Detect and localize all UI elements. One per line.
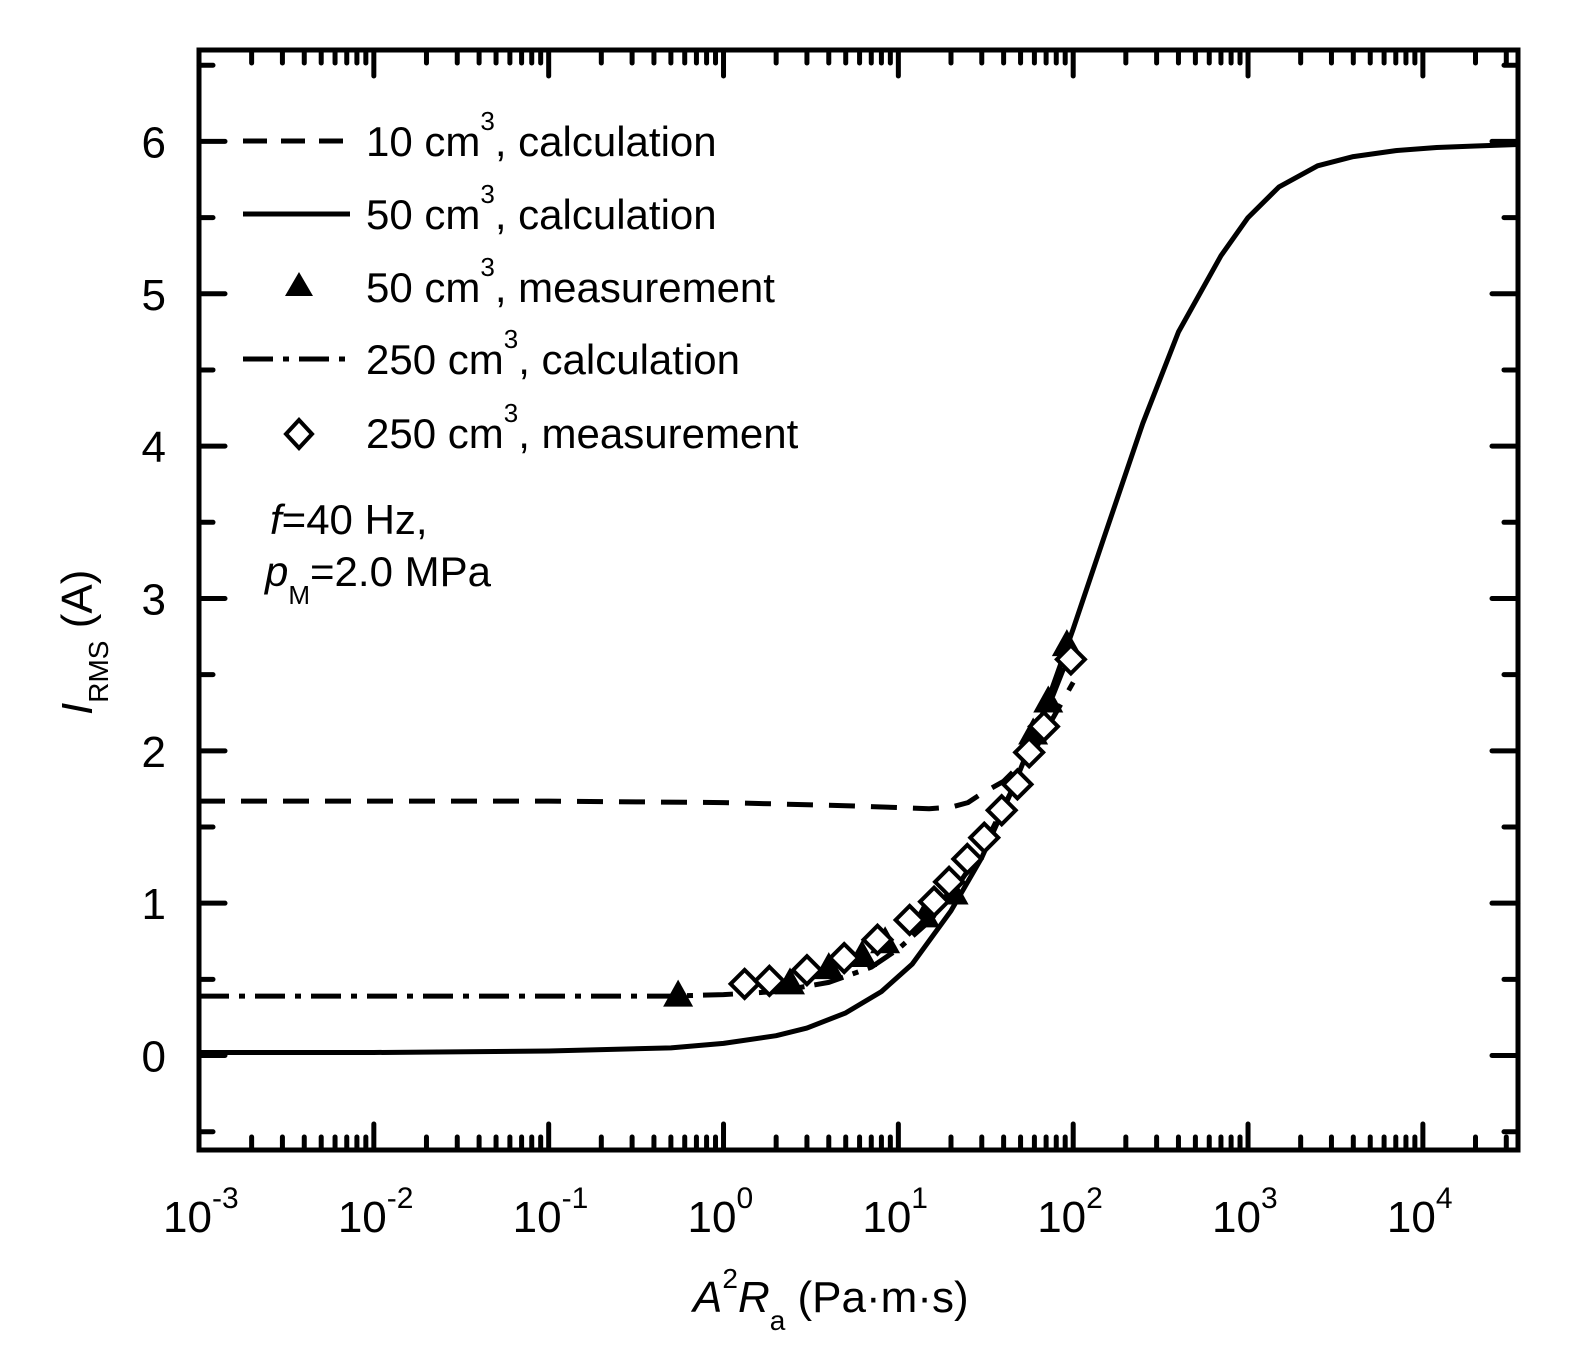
triangle-marker [1033, 685, 1064, 713]
diamond-marker [1027, 709, 1061, 744]
legend: 10 cm3, calculation 50 cm3, calculation … [243, 106, 799, 457]
x-tick-labels: 10-3 10-2 10-1 100 101 102 103 104 [163, 1182, 1453, 1242]
diamond-marker [932, 865, 966, 899]
tick-base: 10 [163, 1193, 212, 1242]
tick-base: 10 [338, 1193, 387, 1242]
legend-label: 250 cm3, calculation [366, 324, 740, 383]
diamond-marker [860, 922, 895, 957]
series-line-0 [199, 681, 1076, 812]
legend-item-50cm3-calc: 50 cm3, calculation [243, 179, 717, 238]
diamond-marker [1012, 735, 1046, 770]
diamond-marker [827, 941, 862, 975]
tick-base: 10 [513, 1193, 562, 1242]
tick-exponent: 0 [736, 1182, 753, 1215]
legend-label: 50 cm3, calculation [366, 179, 717, 238]
annotation-pressure: pM=2.0 MPa [263, 548, 492, 610]
series-layer [199, 142, 1519, 1055]
tick-base: 10 [1212, 1193, 1261, 1242]
x-tick-label: 104 [1387, 1182, 1453, 1242]
tick-exponent: -1 [562, 1182, 589, 1215]
tick-exponent: 4 [1436, 1182, 1453, 1215]
diamond-marker [752, 964, 787, 998]
diamond-marker [1000, 767, 1035, 802]
diamond-marker [950, 842, 985, 876]
y-tick-label: 0 [142, 1033, 166, 1082]
diamond-marker [790, 953, 824, 988]
y-tick-label: 3 [142, 575, 166, 624]
diamond-marker [967, 820, 1002, 855]
legend-item-250cm3-meas: 250 cm3, measurement [283, 398, 799, 457]
annotation-frequency: f=40 Hz, [270, 496, 428, 543]
plot-frame [196, 47, 1521, 1153]
legend-label: 50 cm3, measurement [366, 252, 775, 311]
diamond-marker [984, 793, 1019, 828]
tick-exponent: 2 [1086, 1182, 1103, 1215]
x-axis-title: A2Ra (Pa·m·s) [690, 1263, 969, 1336]
y-axis-title: IRMS (A) [53, 570, 114, 715]
x-tick-label: 101 [862, 1182, 928, 1242]
legend-item-10cm3-calc: 10 cm3, calculation [243, 106, 717, 165]
triangle-marker [663, 979, 694, 1007]
x-tick-label: 10-2 [338, 1182, 414, 1242]
tick-base: 10 [1037, 1193, 1086, 1242]
x-tick-label: 102 [1037, 1182, 1103, 1242]
diamond-marker [892, 903, 927, 937]
tick-exponent: 1 [911, 1182, 928, 1215]
x-tick-label: 10-1 [513, 1182, 589, 1242]
y-tick-label: 1 [142, 880, 166, 929]
y-tick-label: 4 [142, 423, 166, 472]
tick-base: 10 [688, 1193, 737, 1242]
tick-exponent: -3 [212, 1182, 239, 1215]
legend-label: 10 cm3, calculation [366, 106, 717, 165]
y-tick-label: 2 [142, 728, 166, 777]
triangle-marker [774, 967, 805, 995]
tick-base: 10 [1387, 1193, 1436, 1242]
diamond-marker-icon [283, 417, 315, 451]
legend-item-50cm3-meas: 50 cm3, measurement [285, 252, 775, 311]
x-tick-label: 10-3 [163, 1182, 239, 1242]
legend-item-250cm3-calc: 250 cm3, calculation [243, 324, 740, 383]
y-tick-labels: 0 1 2 3 4 5 6 [142, 118, 166, 1081]
diamond-marker [1054, 642, 1088, 677]
diamond-marker [727, 967, 762, 1001]
tick-exponent: -2 [387, 1182, 414, 1215]
triangle-marker-icon [285, 272, 313, 296]
x-tick-label: 103 [1212, 1182, 1278, 1242]
y-tick-label: 5 [142, 271, 166, 320]
tick-exponent: 3 [1261, 1182, 1278, 1215]
x-tick-label: 100 [688, 1182, 754, 1242]
diamond-marker [917, 884, 951, 919]
legend-label: 250 cm3, measurement [366, 398, 799, 457]
y-tick-label: 6 [142, 118, 166, 167]
series-line-3 [199, 643, 1076, 999]
tick-base: 10 [862, 1193, 911, 1242]
